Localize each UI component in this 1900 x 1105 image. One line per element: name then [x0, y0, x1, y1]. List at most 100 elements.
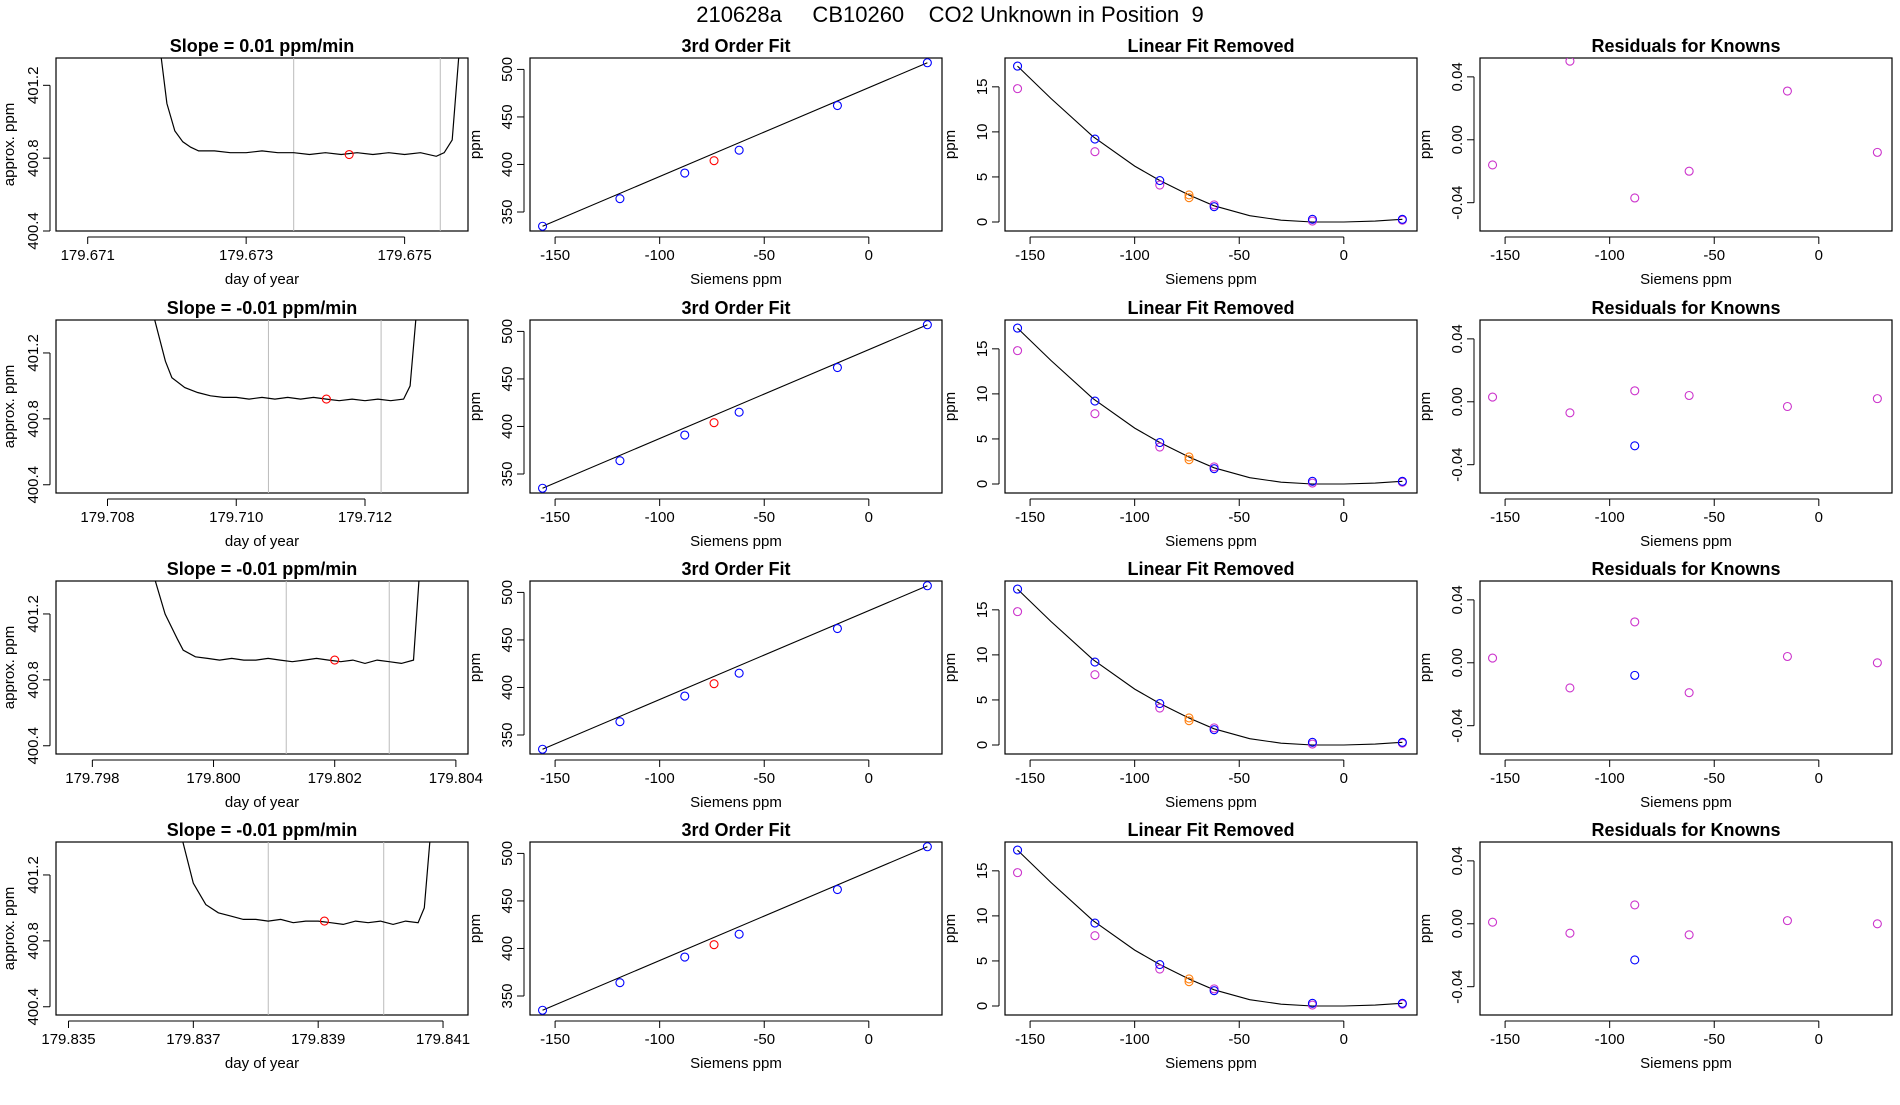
- x-axis-label: Siemens ppm: [1165, 794, 1257, 811]
- x-tick-label: -150: [1490, 1031, 1520, 1048]
- residual-point: [1565, 408, 1575, 418]
- x-tick-label: -100: [1595, 1031, 1625, 1048]
- y-tick-label: 500: [499, 319, 516, 344]
- panel-data: [1012, 323, 1407, 488]
- y-axis-label: approx. ppm: [1, 365, 18, 448]
- known-point: [832, 362, 842, 373]
- x-tick-label: -100: [1120, 247, 1150, 264]
- panel-title: Linear Fit Removed: [1127, 820, 1294, 840]
- y-tick-label: 5: [974, 435, 991, 443]
- panel-title: 3rd Order Fit: [681, 559, 790, 579]
- trace-line: [182, 842, 431, 926]
- known-point: [615, 717, 625, 727]
- known-point: [1209, 725, 1219, 735]
- known-point: [1307, 998, 1317, 1008]
- y-tick-label: 400: [499, 936, 516, 961]
- y-tick-label: 400: [499, 152, 516, 177]
- mean-marker: [321, 394, 331, 404]
- x-axis-label: Siemens ppm: [1640, 794, 1732, 811]
- y-tick-label: -0.04: [1449, 186, 1466, 220]
- plot-frame: [55, 580, 469, 755]
- y-tick-label: 0.00: [1449, 387, 1466, 416]
- x-axis-label: day of year: [225, 1055, 299, 1072]
- known-point: [1155, 437, 1165, 448]
- known-alt-point: [1155, 703, 1165, 713]
- panel-data: [537, 320, 932, 493]
- known-alt-point: [1090, 147, 1100, 157]
- y-tick-label: 500: [499, 841, 516, 866]
- y-tick-label: 450: [499, 627, 516, 652]
- panel-r3-c4: Residuals for Knowns -150 -100 -50 0 Siemens …: [1417, 559, 1893, 811]
- known-point: [680, 691, 690, 701]
- x-tick-label: 179.835: [41, 1031, 95, 1048]
- known-point: [615, 978, 625, 988]
- x-axis-label: Siemens ppm: [690, 271, 782, 288]
- panel-r4-c3: Linear Fit Removed -150 -100 -50 0 Siemens pp…: [942, 820, 1418, 1072]
- x-tick-label: -50: [1703, 1031, 1725, 1048]
- residual-point: [1684, 390, 1694, 401]
- x-tick-label: 0: [1340, 1031, 1348, 1048]
- y-tick-label: 401.2: [25, 67, 42, 105]
- y-tick-label: 400.8: [25, 400, 42, 438]
- x-axis-label: day of year: [225, 794, 299, 811]
- x-tick-label: 179.800: [186, 770, 240, 787]
- panel-data: [537, 58, 932, 231]
- y-tick-label: 500: [499, 57, 516, 82]
- x-tick-label: -50: [1228, 509, 1250, 526]
- y-tick-label: 450: [499, 104, 516, 129]
- known-point: [537, 744, 548, 754]
- fit-curve: [1017, 849, 1403, 1007]
- y-axis-label: ppm: [1417, 653, 1434, 682]
- known-point: [1090, 657, 1100, 667]
- known-point: [1307, 214, 1317, 224]
- y-tick-label: 350: [499, 461, 516, 486]
- y-axis-label: ppm: [467, 653, 484, 682]
- plot-frame: [1004, 841, 1418, 1016]
- residual-point: [1565, 928, 1575, 938]
- x-axis-label: Siemens ppm: [690, 533, 782, 550]
- x-tick-label: 0: [1340, 247, 1348, 264]
- known-alt-point: [1012, 607, 1023, 617]
- x-tick-label: -100: [645, 509, 675, 526]
- residual-point: [1565, 683, 1575, 693]
- unknown-point: [1184, 193, 1194, 203]
- plot-frame: [1004, 319, 1418, 494]
- y-tick-label: 0.00: [1449, 125, 1466, 154]
- x-tick-label: -100: [1120, 770, 1150, 787]
- panel-title: Slope = 0.01 ppm/min: [170, 36, 355, 56]
- y-tick-label: 0.00: [1449, 648, 1466, 677]
- fit-curve: [1017, 65, 1403, 223]
- known-alt-point: [1090, 670, 1100, 680]
- fit-curve: [1017, 588, 1403, 746]
- x-tick-label: -50: [753, 247, 775, 264]
- y-tick-label: 0.04: [1449, 62, 1466, 91]
- x-tick-label: -150: [540, 1031, 570, 1048]
- trace-line: [154, 320, 417, 402]
- known-alt-point: [1307, 478, 1317, 488]
- known-point: [680, 430, 690, 440]
- fit-line: [542, 62, 928, 227]
- x-tick-label: -150: [1490, 509, 1520, 526]
- panel-data: [154, 581, 420, 754]
- x-tick-label: 0: [865, 770, 873, 787]
- x-tick-label: 179.675: [377, 247, 431, 264]
- panel-data: [1487, 900, 1882, 965]
- y-tick-label: 400.8: [25, 139, 42, 177]
- residual-point: [1630, 193, 1640, 203]
- y-axis-label: ppm: [467, 914, 484, 943]
- y-tick-label: 500: [499, 580, 516, 605]
- known-point: [1397, 214, 1407, 224]
- panel-data: [154, 320, 417, 493]
- panel-title: Residuals for Knowns: [1591, 559, 1780, 579]
- plot-frame: [529, 57, 943, 232]
- x-tick-label: -50: [1228, 1031, 1250, 1048]
- x-tick-label: -50: [1228, 247, 1250, 264]
- residual-unknown-point: [1630, 441, 1640, 451]
- panel-r4-c1: Slope = -0.01 ppm/min 179.835 179.837 179.8…: [1, 820, 470, 1072]
- residual-point: [1684, 166, 1694, 176]
- residual-point: [1630, 617, 1640, 627]
- x-tick-label: 179.802: [308, 770, 362, 787]
- panel-r3-c3: Linear Fit Removed -150 -100 -50 0 Siemens pp…: [942, 559, 1418, 811]
- known-alt-point: [1012, 84, 1023, 94]
